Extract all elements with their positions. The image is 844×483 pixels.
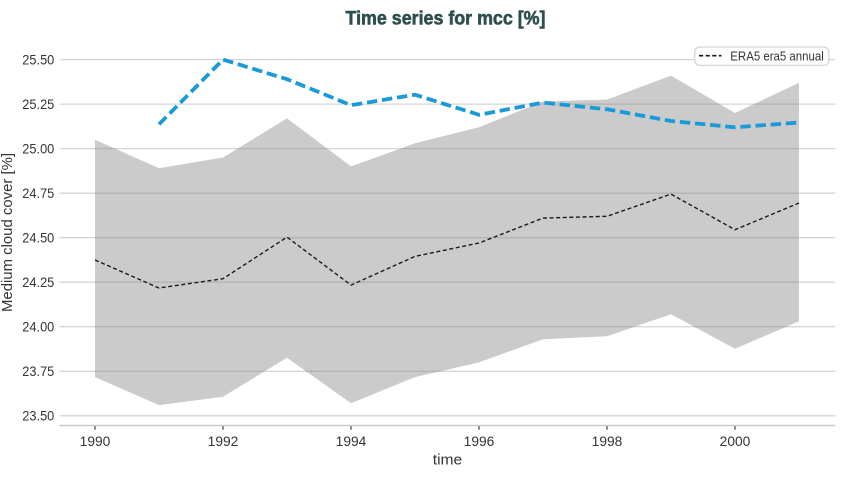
svg-text:23.50: 23.50 — [22, 409, 54, 424]
svg-text:2000: 2000 — [720, 434, 751, 449]
svg-text:1998: 1998 — [592, 434, 623, 449]
svg-text:Time series for mcc [%]: Time series for mcc [%] — [346, 7, 546, 29]
svg-text:24.75: 24.75 — [22, 186, 54, 201]
svg-text:1996: 1996 — [464, 434, 495, 449]
svg-text:Medium cloud cover [%]: Medium cloud cover [%] — [0, 153, 16, 312]
svg-text:24.50: 24.50 — [22, 231, 54, 246]
svg-text:time: time — [433, 453, 463, 469]
svg-text:25.00: 25.00 — [22, 141, 54, 156]
svg-text:1990: 1990 — [80, 434, 111, 449]
svg-text:23.75: 23.75 — [22, 364, 54, 379]
svg-text:24.00: 24.00 — [22, 320, 54, 335]
svg-text:25.50: 25.50 — [22, 52, 54, 67]
svg-text:25.25: 25.25 — [22, 97, 54, 112]
svg-text:24.25: 24.25 — [22, 275, 54, 290]
svg-text:ERA5 era5 annual: ERA5 era5 annual — [730, 48, 824, 63]
svg-text:1992: 1992 — [208, 434, 239, 449]
svg-text:1994: 1994 — [336, 434, 367, 449]
